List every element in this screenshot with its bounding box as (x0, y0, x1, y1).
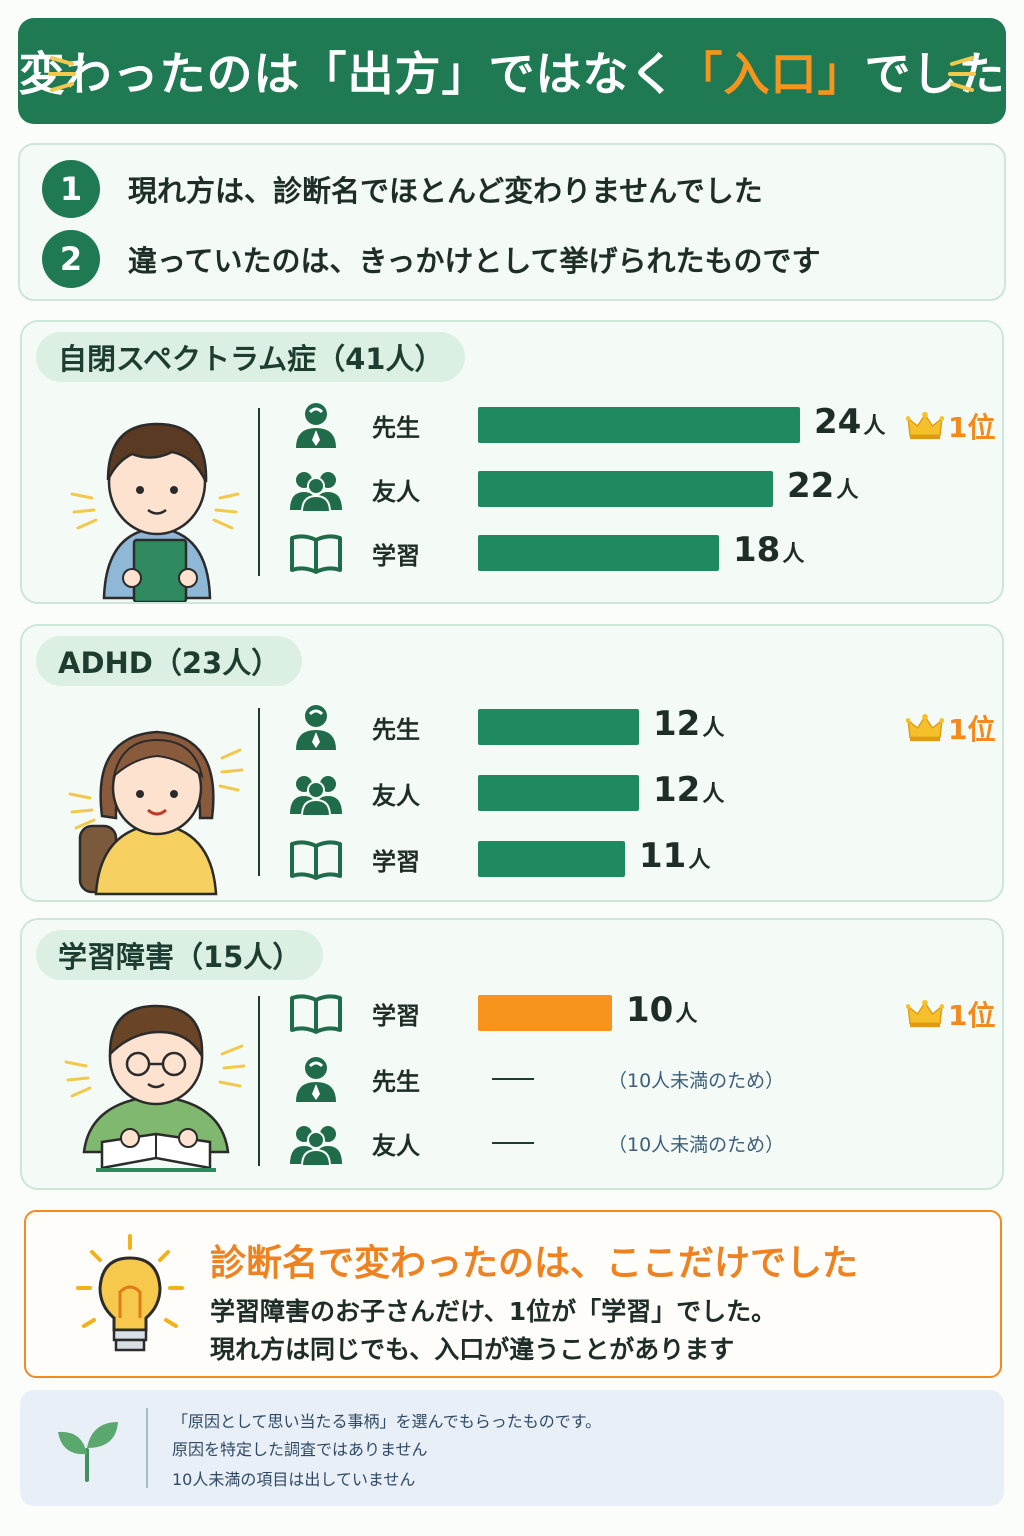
divider (258, 408, 260, 576)
value-label: 18人 (733, 530, 805, 570)
conclusion-heading: 診断名で変わったのは、ここだけでした (210, 1243, 859, 1284)
divider (146, 1408, 148, 1488)
bar (478, 535, 719, 571)
book-icon (288, 834, 344, 884)
rank-badge: 1位 (906, 994, 995, 1034)
chart-row: 学習 11人 (22, 834, 1002, 884)
section-title: ADHD（23人） (36, 636, 303, 686)
summary-text: 違っていたのは、きっかけとして挙げられたものです (128, 244, 821, 278)
number-badge: 1 (42, 160, 100, 218)
summary-point-1: 1 現れ方は、診断名でほとんど変わりませんでした (42, 159, 763, 219)
summary-box: 1 現れ方は、診断名でほとんど変わりませんでした 2 違っていたのは、きっかけと… (18, 143, 1006, 301)
footnote-line-3: 10人未満の項目は出していません (172, 1470, 416, 1489)
bar (478, 775, 639, 811)
divider (258, 708, 260, 876)
value-label: 12人 (653, 704, 725, 744)
section-ld: 学習障害（15人） 学習 10人 1位先生 （10人未満のため） 友人 （10人未満のため… (20, 918, 1004, 1190)
footnote-box: 「原因として思い当たる事柄」を選んでもらったものです。 原因を特定した調査ではあ… (20, 1390, 1004, 1506)
girl-with-backpack-icon (68, 730, 244, 896)
category-label: 友人 (372, 782, 420, 810)
section-asd: 自閉スペクトラム症（41人） 先生 24人 1位友人 22人学習 18人 (20, 320, 1004, 604)
footnote-line-1: 「原因として思い当たる事柄」を選んでもらったものです。 (172, 1412, 602, 1431)
friends-icon (288, 768, 344, 818)
category-label: 先生 (372, 1068, 420, 1096)
section-adhd: ADHD（23人） 先生 12人 1位友人 12人学習 11人 (20, 624, 1004, 902)
chart-row: 友人 12人 (22, 768, 1002, 818)
sparkle-right-icon (948, 56, 976, 92)
rank-badge: 1位 (906, 708, 995, 748)
chart-row: 先生 24人 1位 (22, 400, 1002, 450)
teacher-icon (288, 400, 344, 450)
category-label: 学習 (372, 1002, 420, 1030)
crown-icon (906, 999, 944, 1028)
bar (478, 471, 773, 507)
conclusion-line-1: 学習障害のお子さんだけ、1位が「学習」でした。 (210, 1297, 777, 1326)
value-label: 22人 (787, 466, 859, 506)
page-title: 変わったのは「出方」ではなく「入口」でした (18, 47, 1006, 101)
category-label: 友人 (372, 1132, 420, 1160)
no-data-dash (492, 1078, 534, 1080)
divider (258, 996, 260, 1166)
bar (478, 841, 625, 877)
boy-studying-icon (64, 1004, 246, 1172)
friends-icon (288, 1118, 344, 1168)
chart-row: 学習 18人 (22, 528, 1002, 578)
crown-icon (906, 713, 944, 742)
footnote-line-2: 原因を特定した調査ではありません (172, 1440, 428, 1459)
section-title: 学習障害（15人） (36, 930, 324, 980)
crown-icon (906, 411, 944, 440)
bar (478, 995, 612, 1031)
teacher-icon (288, 702, 344, 752)
sparkle-left-icon (48, 56, 76, 92)
book-icon (288, 988, 344, 1038)
bar (478, 407, 800, 443)
friends-icon (288, 464, 344, 514)
rank-badge: 1位 (906, 406, 995, 446)
chart-row: 友人 22人 (22, 464, 1002, 514)
missing-note: （10人未満のため） (608, 1134, 785, 1156)
category-label: 学習 (372, 848, 420, 876)
value-label: 11人 (639, 836, 711, 876)
category-label: 友人 (372, 478, 420, 506)
category-label: 先生 (372, 414, 420, 442)
section-title: 自閉スペクトラム症（41人） (36, 332, 466, 382)
chart-row: 先生 （10人未満のため） (22, 1054, 1002, 1104)
conclusion-box: 診断名で変わったのは、ここだけでした 学習障害のお子さんだけ、1位が「学習」でし… (24, 1210, 1002, 1378)
no-data-dash (492, 1142, 534, 1144)
bar (478, 709, 639, 745)
value-label: 12人 (653, 770, 725, 810)
book-icon (288, 528, 344, 578)
missing-note: （10人未満のため） (608, 1070, 785, 1092)
category-label: 学習 (372, 542, 420, 570)
chart-row: 先生 12人 1位 (22, 702, 1002, 752)
title-banner: 変わったのは「出方」ではなく「入口」でした (18, 18, 1006, 124)
teacher-icon (288, 1054, 344, 1104)
category-label: 先生 (372, 716, 420, 744)
number-badge: 2 (42, 230, 100, 288)
chart-row: 学習 10人 1位 (22, 988, 1002, 1038)
chart-row: 友人 （10人未満のため） (22, 1118, 1002, 1168)
sprout-icon (58, 1422, 118, 1482)
summary-text: 現れ方は、診断名でほとんど変わりませんでした (128, 174, 763, 208)
summary-point-2: 2 違っていたのは、きっかけとして挙げられたものです (42, 229, 821, 289)
boy-with-book-icon (70, 422, 240, 602)
value-label: 24人 (814, 402, 886, 442)
title-highlight: 「入口」 (676, 47, 865, 101)
conclusion-line-2: 現れ方は同じでも、入口が違うことがあります (210, 1335, 735, 1364)
value-label: 10人 (626, 990, 698, 1030)
lightbulb-icon (76, 1234, 184, 1352)
